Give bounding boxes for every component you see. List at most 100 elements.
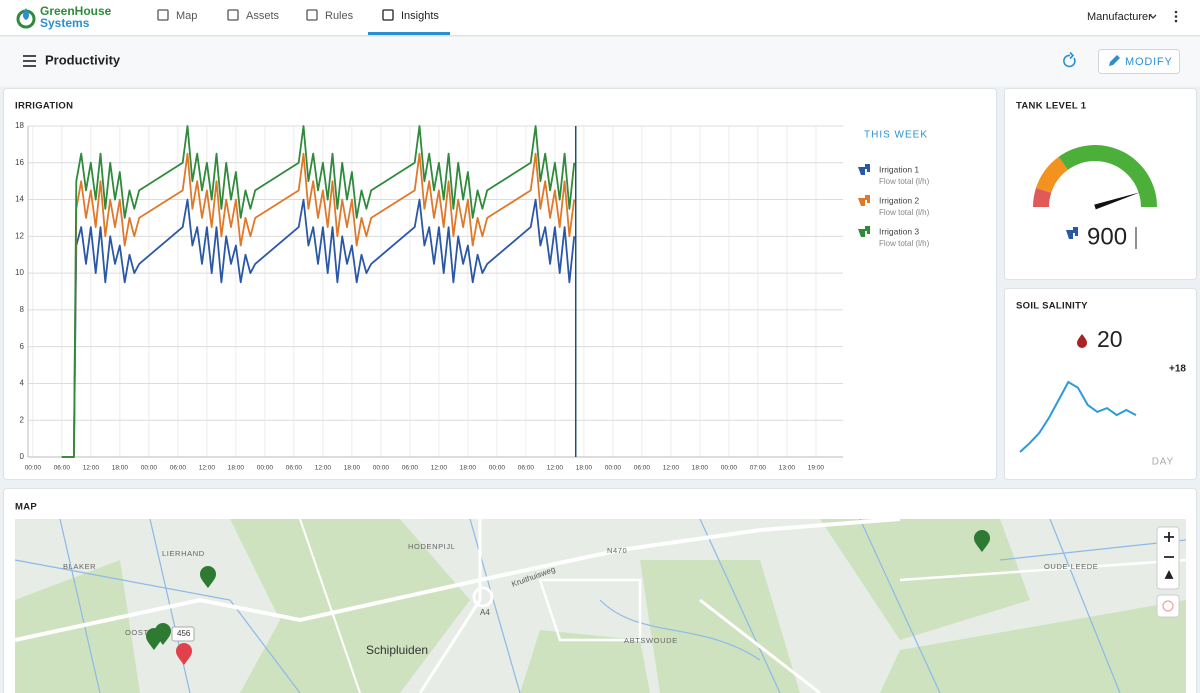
x-tick-label: 12:00 bbox=[315, 465, 332, 472]
map: LIERHAND BLAKER HODENPIJL N470 Kruithuis… bbox=[15, 519, 1186, 693]
x-tick-label: 12:00 bbox=[83, 465, 100, 472]
refresh-button[interactable] bbox=[1063, 51, 1076, 68]
user-menu[interactable]: Manufacturer bbox=[1087, 11, 1152, 23]
x-tick-label: 12:00 bbox=[431, 465, 448, 472]
x-tick-label: 18:00 bbox=[460, 465, 477, 472]
x-tick-label: 19:00 bbox=[808, 465, 825, 472]
y-tick-label: 18 bbox=[15, 121, 24, 130]
brand-2: Systems bbox=[40, 16, 90, 30]
zoom-icons bbox=[1164, 532, 1174, 579]
salinity-title: SOIL SALINITY bbox=[1016, 301, 1088, 312]
nav-active-underline bbox=[368, 32, 450, 35]
irrigation-title: IRRIGATION bbox=[15, 101, 73, 112]
x-tick-label: 00:00 bbox=[605, 465, 622, 472]
x-tick-label: 12:00 bbox=[199, 465, 216, 472]
x-tick-label: 00:00 bbox=[721, 465, 738, 472]
tank-panel bbox=[1004, 88, 1197, 280]
x-tick-label: 18:00 bbox=[692, 465, 709, 472]
more-menu[interactable] bbox=[1174, 10, 1178, 23]
salinity-period: DAY bbox=[1152, 457, 1174, 468]
legend-title: THIS WEEK bbox=[864, 130, 928, 141]
roundabout bbox=[472, 586, 494, 608]
legend-unit: Flow total (l/h) bbox=[879, 208, 930, 217]
x-tick-label: 06:00 bbox=[634, 465, 651, 472]
map-label: HODENPIJL bbox=[408, 542, 456, 551]
x-tick-label: 06:00 bbox=[54, 465, 71, 472]
tank-icon bbox=[1066, 227, 1078, 239]
legend-icon bbox=[858, 226, 870, 237]
page-title: Productivity bbox=[45, 52, 121, 67]
y-tick-label: 8 bbox=[20, 305, 25, 314]
menu-button[interactable] bbox=[23, 55, 36, 67]
x-tick-label: 13:00 bbox=[779, 465, 796, 472]
map-label: OUDE LEEDE bbox=[1044, 562, 1098, 571]
map-label: A4 bbox=[480, 608, 490, 617]
user-caret bbox=[1149, 14, 1157, 19]
legend-name: Irrigation 3 bbox=[879, 226, 919, 236]
map-label: BLAKER bbox=[63, 562, 96, 571]
locate-button[interactable] bbox=[1156, 594, 1180, 618]
locate-icon bbox=[1162, 600, 1174, 612]
modify-button[interactable] bbox=[1098, 49, 1180, 74]
logo-drop bbox=[23, 8, 29, 20]
gauge-needle bbox=[1094, 192, 1141, 210]
legend-unit: Flow total (l/h) bbox=[879, 177, 930, 186]
legend-unit: Flow total (l/h) bbox=[879, 239, 930, 248]
x-tick-label: 12:00 bbox=[663, 465, 680, 472]
nav-item[interactable]: Map bbox=[176, 10, 197, 22]
waterways bbox=[15, 519, 1186, 693]
x-tick-label: 18:00 bbox=[228, 465, 245, 472]
modify-label: MODIFY bbox=[1125, 56, 1173, 68]
x-tick-label: 00:00 bbox=[141, 465, 158, 472]
legend-icon bbox=[858, 195, 870, 206]
legend-name: Irrigation 2 bbox=[879, 195, 919, 205]
legend-name: Irrigation 1 bbox=[879, 164, 919, 174]
nav-item[interactable]: Rules bbox=[325, 10, 354, 22]
nav-icon bbox=[157, 9, 169, 21]
x-tick-label: 06:00 bbox=[170, 465, 187, 472]
y-tick-label: 16 bbox=[15, 158, 24, 167]
legend-icon bbox=[858, 164, 870, 175]
map-label: OOST bbox=[125, 628, 149, 637]
salinity-change: +18 bbox=[1169, 364, 1186, 375]
nav-icon bbox=[306, 9, 318, 21]
x-tick-label: 00:00 bbox=[373, 465, 390, 472]
gauge-band bbox=[1033, 187, 1052, 207]
x-tick-label: 18:00 bbox=[112, 465, 129, 472]
gauge bbox=[1033, 145, 1157, 210]
gauge-band bbox=[1036, 156, 1068, 193]
map-markers[interactable] bbox=[146, 530, 990, 665]
map-label: N470 bbox=[607, 546, 627, 555]
map-label: LIERHAND bbox=[162, 549, 205, 558]
nav-icon bbox=[382, 9, 394, 21]
tank-title: TANK LEVEL 1 bbox=[1016, 101, 1087, 112]
x-tick-label: 06:00 bbox=[402, 465, 419, 472]
x-tick-label: 00:00 bbox=[25, 465, 42, 472]
y-tick-label: 12 bbox=[15, 231, 24, 240]
zoom-controls[interactable] bbox=[1156, 526, 1180, 590]
marker-tag bbox=[171, 626, 195, 642]
brand-1: GreenHouse bbox=[40, 4, 112, 18]
x-tick-label: 12:00 bbox=[547, 465, 564, 472]
gauge-band bbox=[1058, 145, 1157, 207]
y-tick-label: 0 bbox=[20, 452, 25, 461]
map-title: MAP bbox=[15, 502, 37, 513]
x-tick-label: 06:00 bbox=[286, 465, 303, 472]
irrigation-panel bbox=[3, 88, 997, 480]
x-tick-label: 18:00 bbox=[344, 465, 361, 472]
nav-icon bbox=[227, 9, 239, 21]
sparkline bbox=[1019, 380, 1137, 453]
salinity-icon bbox=[1077, 334, 1087, 348]
x-tick-label: 18:00 bbox=[576, 465, 593, 472]
modify-icon bbox=[1109, 55, 1120, 66]
x-tick-label: 00:00 bbox=[489, 465, 506, 472]
x-tick-label: 07:00 bbox=[750, 465, 767, 472]
nav-item[interactable]: Insights bbox=[401, 10, 439, 22]
map-label: ABTSWOUDE bbox=[624, 636, 678, 645]
nav-item[interactable]: Assets bbox=[246, 10, 280, 22]
map-label: Schipluiden bbox=[366, 643, 428, 657]
y-tick-label: 4 bbox=[20, 379, 25, 388]
tank-value: 900 bbox=[1087, 223, 1127, 250]
nav-bar bbox=[0, 0, 1200, 35]
